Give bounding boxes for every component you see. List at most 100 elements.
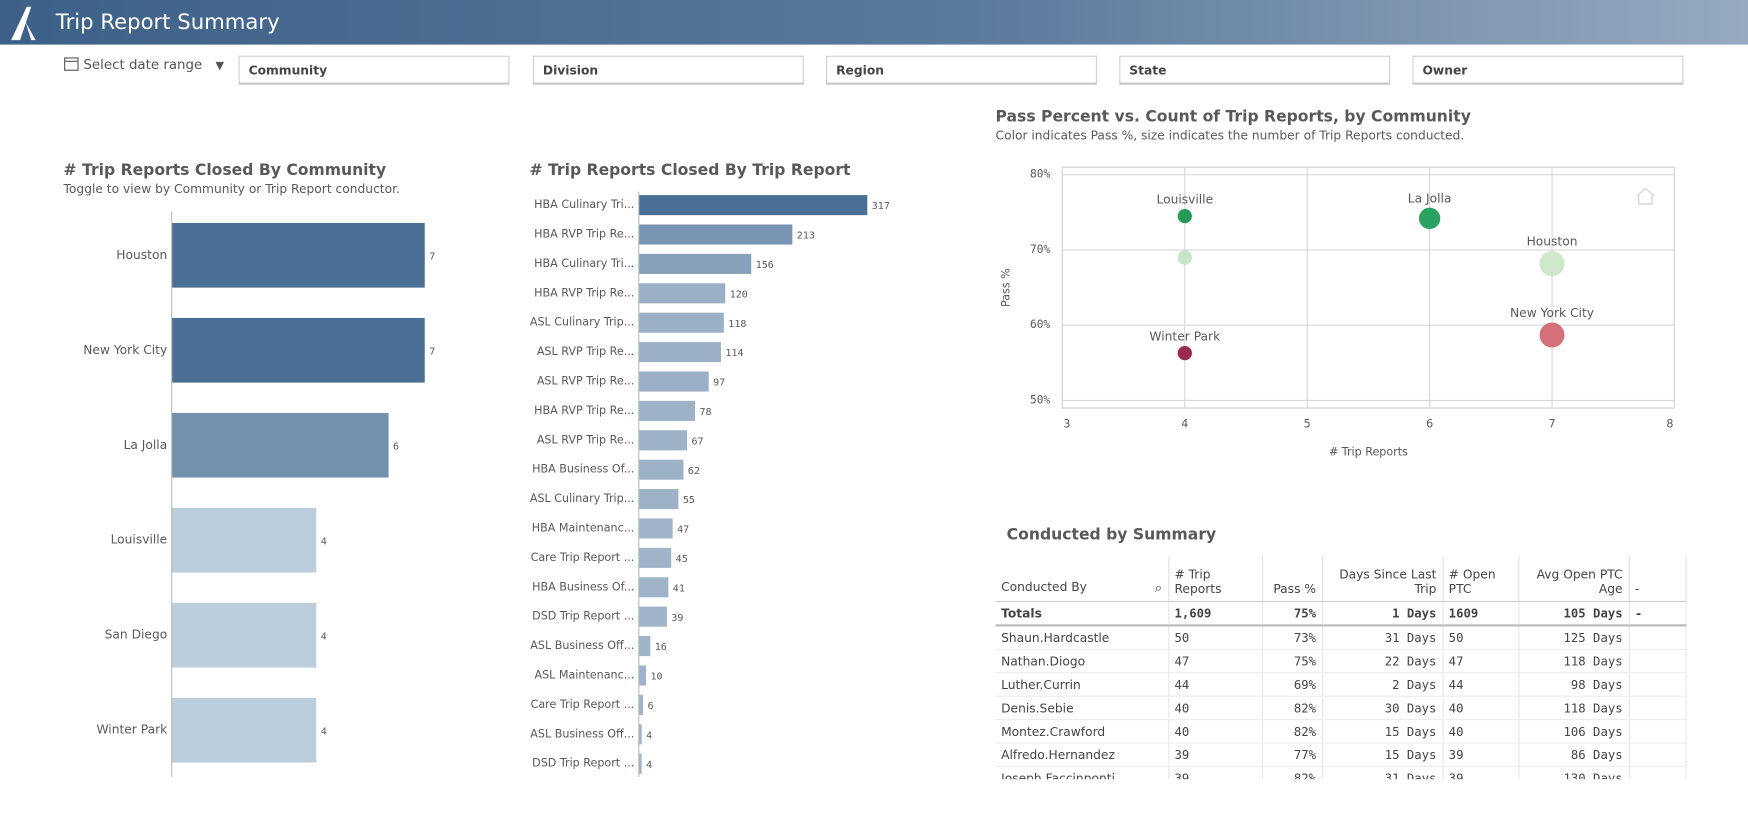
category-label: Care Trip Report ... bbox=[531, 698, 635, 711]
value-label: 6 bbox=[393, 441, 399, 452]
bar bbox=[638, 547, 672, 568]
table-cell: Shaun.Hardcastle bbox=[995, 625, 1169, 650]
bar bbox=[638, 694, 644, 715]
value-label: 4 bbox=[321, 536, 327, 547]
value-label: 7 bbox=[429, 346, 435, 357]
table-cell: 73% bbox=[1261, 625, 1323, 650]
bar bbox=[638, 459, 684, 480]
table-cell: 40 bbox=[1168, 719, 1263, 744]
bar bbox=[638, 400, 696, 421]
category-label: ASL Business Off... bbox=[530, 639, 634, 652]
table-cell: Alfredo.Hernandez bbox=[995, 743, 1169, 767]
bubble bbox=[1418, 207, 1441, 230]
value-label: 16 bbox=[655, 642, 667, 653]
table-row: Joseph.Faccinponti 39 82% 31 Days 39 130 Days bbox=[995, 766, 1687, 780]
category-label: ASL RVP Trip Re... bbox=[537, 345, 635, 358]
table-cell: Denis.Sebie bbox=[995, 696, 1169, 721]
empty-cell bbox=[1628, 649, 1687, 674]
empty-cell bbox=[1628, 743, 1687, 767]
x-tick-label: 7 bbox=[1548, 418, 1555, 431]
y-tick-label: 50% bbox=[1030, 393, 1050, 406]
category-label: La Jolla bbox=[124, 438, 168, 452]
column-header[interactable]: # Trip Reports bbox=[1168, 556, 1263, 602]
table-cell: 75% bbox=[1261, 649, 1323, 674]
table-cell: 31 Days bbox=[1322, 625, 1444, 650]
value-label: 118 bbox=[728, 319, 746, 330]
bar bbox=[638, 195, 868, 216]
bar bbox=[638, 342, 721, 363]
bar bbox=[171, 317, 425, 383]
x-tick-label: 5 bbox=[1304, 418, 1311, 431]
table-cell: Joseph.Faccinponti bbox=[995, 766, 1169, 780]
bar bbox=[638, 430, 688, 451]
home-icon[interactable] bbox=[1635, 187, 1655, 205]
value-label: 4 bbox=[321, 726, 327, 737]
category-label: HBA Culinary Tri... bbox=[534, 198, 634, 211]
table-cell: 30 Days bbox=[1322, 696, 1444, 721]
column-header[interactable]: Days Since Last Trip bbox=[1322, 556, 1444, 602]
value-label: 6 bbox=[648, 701, 654, 712]
table-cell: 106 Days bbox=[1518, 719, 1630, 744]
bar bbox=[171, 222, 425, 288]
table-cell: 50 bbox=[1442, 625, 1519, 650]
filter-box[interactable]: Region bbox=[826, 55, 1097, 85]
x-axis-label: # Trip Reports bbox=[1329, 446, 1408, 459]
bar bbox=[638, 577, 669, 598]
column-header[interactable]: # Open PTC bbox=[1442, 556, 1519, 602]
category-label: HBA Culinary Tri... bbox=[534, 257, 634, 270]
filter-box[interactable]: Owner bbox=[1412, 55, 1684, 85]
bar bbox=[638, 606, 667, 627]
category-label: HBA RVP Trip Re... bbox=[534, 286, 634, 299]
filter-box[interactable]: Community bbox=[238, 55, 510, 85]
table-cell: 50 bbox=[1168, 625, 1263, 650]
empty-cell bbox=[1628, 672, 1687, 697]
chart-subtitle: Toggle to view by Community or Trip Repo… bbox=[63, 182, 400, 196]
search-icon[interactable]: ⌕ bbox=[1154, 579, 1163, 596]
column-header[interactable]: Pass % bbox=[1261, 556, 1323, 602]
value-label: 4 bbox=[646, 730, 652, 741]
category-label: ASL RVP Trip Re... bbox=[537, 433, 635, 446]
value-label: 10 bbox=[650, 672, 662, 683]
bar bbox=[171, 412, 389, 478]
category-label: Louisville bbox=[111, 533, 168, 547]
y-axis-label: Pass % bbox=[1000, 268, 1013, 307]
value-label: 39 bbox=[671, 613, 683, 624]
bar bbox=[171, 602, 317, 668]
summary-table: Conducted By ⌕ # Trip Reports Pass % Days Si… bbox=[995, 556, 1687, 780]
category-label: DSD Trip Report ... bbox=[532, 757, 634, 770]
bar bbox=[638, 253, 752, 274]
bubble bbox=[1539, 322, 1565, 348]
header-bar: Trip Report Summary bbox=[0, 0, 1748, 45]
totals-cell: 1 Days bbox=[1322, 601, 1444, 627]
table-cell: 118 Days bbox=[1518, 649, 1630, 674]
table-cell: Nathan.Diogo bbox=[995, 649, 1169, 674]
table-cell: 15 Days bbox=[1322, 719, 1444, 744]
totals-cell: 1,609 bbox=[1168, 601, 1263, 627]
table-cell: 39 bbox=[1168, 766, 1263, 780]
table-title: Conducted by Summary bbox=[1006, 526, 1217, 545]
filter-box[interactable]: State bbox=[1119, 55, 1391, 85]
category-label: HBA Business Of... bbox=[532, 580, 634, 593]
bar bbox=[638, 518, 673, 539]
filter-box[interactable]: Division bbox=[532, 55, 804, 85]
table-row: Nathan.Diogo 47 75% 22 Days 47 118 Days bbox=[995, 649, 1687, 674]
date-range-picker[interactable]: Select date range ▼ bbox=[64, 56, 224, 72]
column-header[interactable]: Conducted By ⌕ bbox=[995, 556, 1169, 602]
bar bbox=[638, 283, 726, 304]
y-tick-label: 70% bbox=[1030, 243, 1050, 256]
table-cell: 118 Days bbox=[1518, 696, 1630, 721]
table-cell: Luther.Currin bbox=[995, 672, 1169, 697]
column-header[interactable]: - bbox=[1628, 556, 1687, 602]
table-row: Montez.Crawford 40 82% 15 Days 40 106 Days bbox=[995, 719, 1687, 744]
category-label: DSD Trip Report ... bbox=[532, 610, 634, 623]
table-cell: 86 Days bbox=[1518, 743, 1630, 767]
category-label: Winter Park bbox=[96, 723, 168, 737]
table-cell: 125 Days bbox=[1518, 625, 1630, 650]
bar bbox=[171, 507, 317, 573]
table-row: Shaun.Hardcastle 50 73% 31 Days 50 125 Days bbox=[995, 625, 1687, 650]
column-header[interactable]: Avg Open PTC Age bbox=[1518, 556, 1630, 602]
chart-subtitle: Color indicates Pass %, size indicates t… bbox=[996, 129, 1465, 143]
point-label: New York City bbox=[1510, 306, 1594, 320]
category-label: Houston bbox=[116, 248, 167, 262]
